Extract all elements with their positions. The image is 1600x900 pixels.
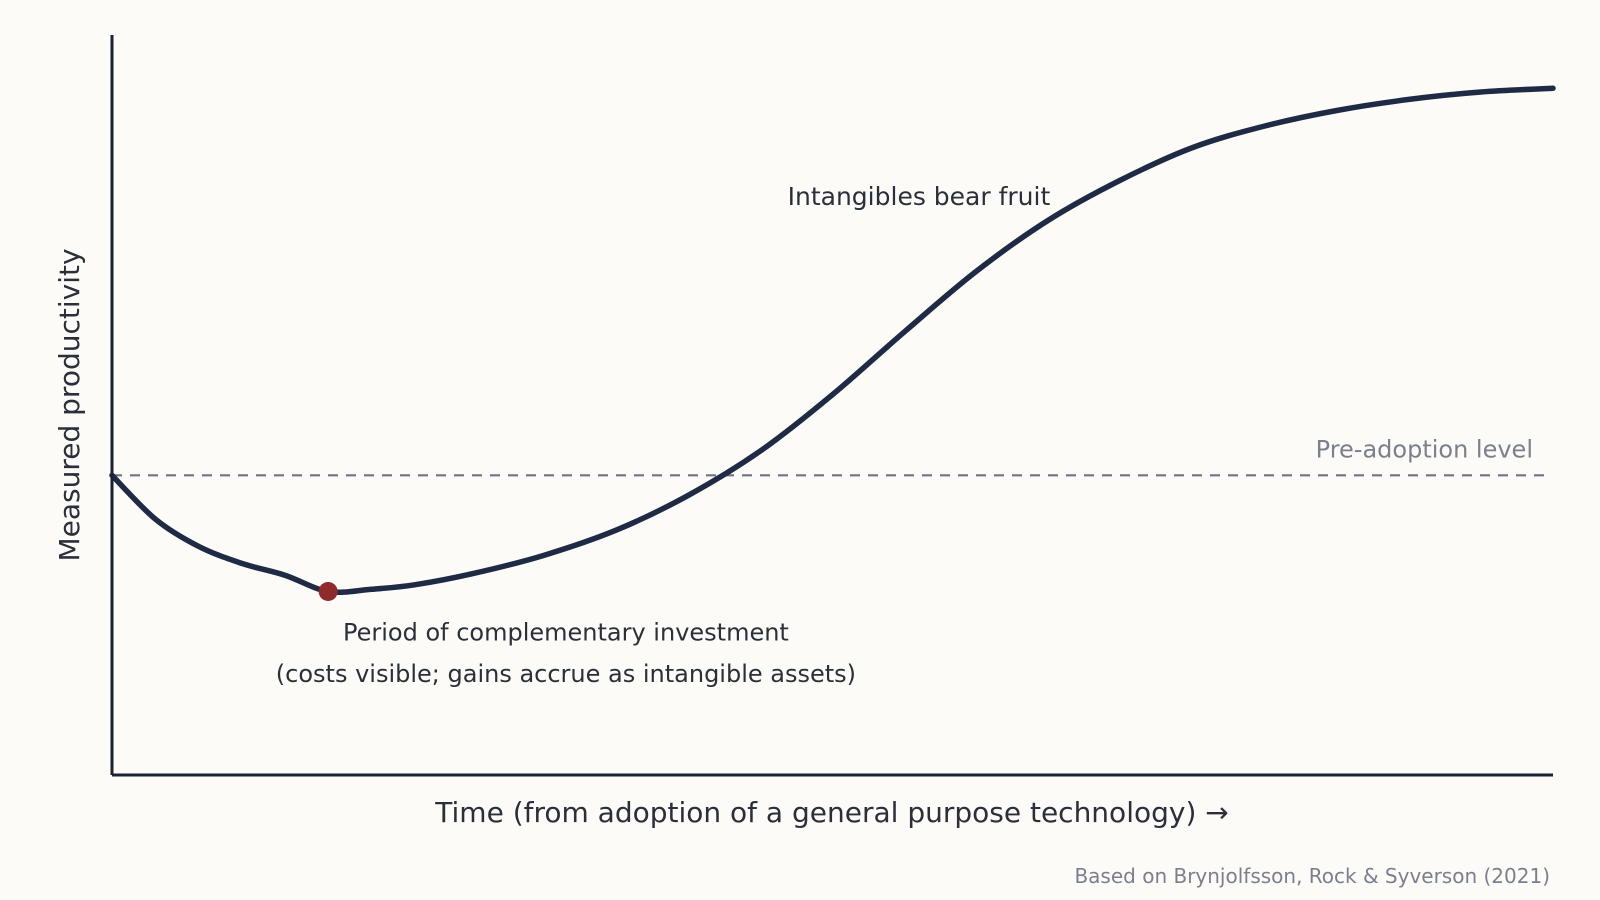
x-axis-label: Time (from adoption of a general purpose…	[434, 796, 1228, 829]
annotation-costs-visible: (costs visible; gains accrue as intangib…	[276, 660, 856, 688]
annotation-intangibles-bear-fruit: Intangibles bear fruit	[788, 182, 1051, 211]
annotation-complementary-investment: Period of complementary investment	[343, 618, 789, 646]
source-note: Based on Brynjolfsson, Rock & Syverson (…	[1074, 864, 1550, 888]
trough-point-marker	[318, 581, 338, 601]
reference-line-label: Pre-adoption level	[1316, 435, 1533, 463]
productivity-curve-line-0	[109, 85, 1556, 596]
plot-area: Pre-adoption level Intangibles bear fruit…	[109, 85, 1556, 688]
y-axis-label: Measured productivity	[53, 248, 86, 561]
